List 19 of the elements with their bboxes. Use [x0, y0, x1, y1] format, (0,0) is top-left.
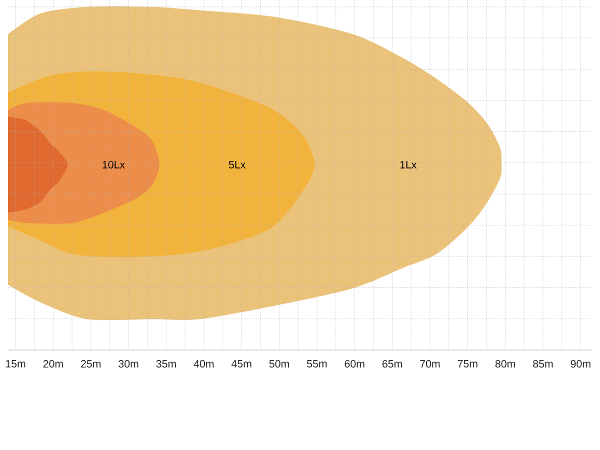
x-tick-label: 50m — [269, 360, 289, 368]
x-tick-label: 35m — [156, 360, 176, 368]
x-tick-label: 30m — [118, 360, 138, 368]
x-tick-label: 90m — [570, 360, 590, 368]
x-tick-label: 25m — [81, 360, 101, 368]
x-tick-label: 70m — [420, 360, 440, 368]
series-label: 1Lx — [400, 161, 417, 168]
x-tick-label: 60m — [344, 360, 364, 368]
x-tick-label: 75m — [458, 360, 478, 368]
series-label: 10Lx — [102, 160, 125, 168]
x-tick-label: 40m — [194, 360, 214, 368]
x-tick-label: 85m — [533, 360, 553, 368]
series-label: 5Lx — [228, 160, 246, 168]
x-tick-label: 20m — [43, 360, 63, 368]
x-tick-label: 55m — [306, 360, 327, 368]
x-tick-label: 45m — [231, 360, 252, 368]
x-tick-label: 65m — [382, 360, 402, 368]
x-tick-label: 15m — [6, 360, 26, 368]
x-tick-label: 80m — [495, 360, 516, 368]
